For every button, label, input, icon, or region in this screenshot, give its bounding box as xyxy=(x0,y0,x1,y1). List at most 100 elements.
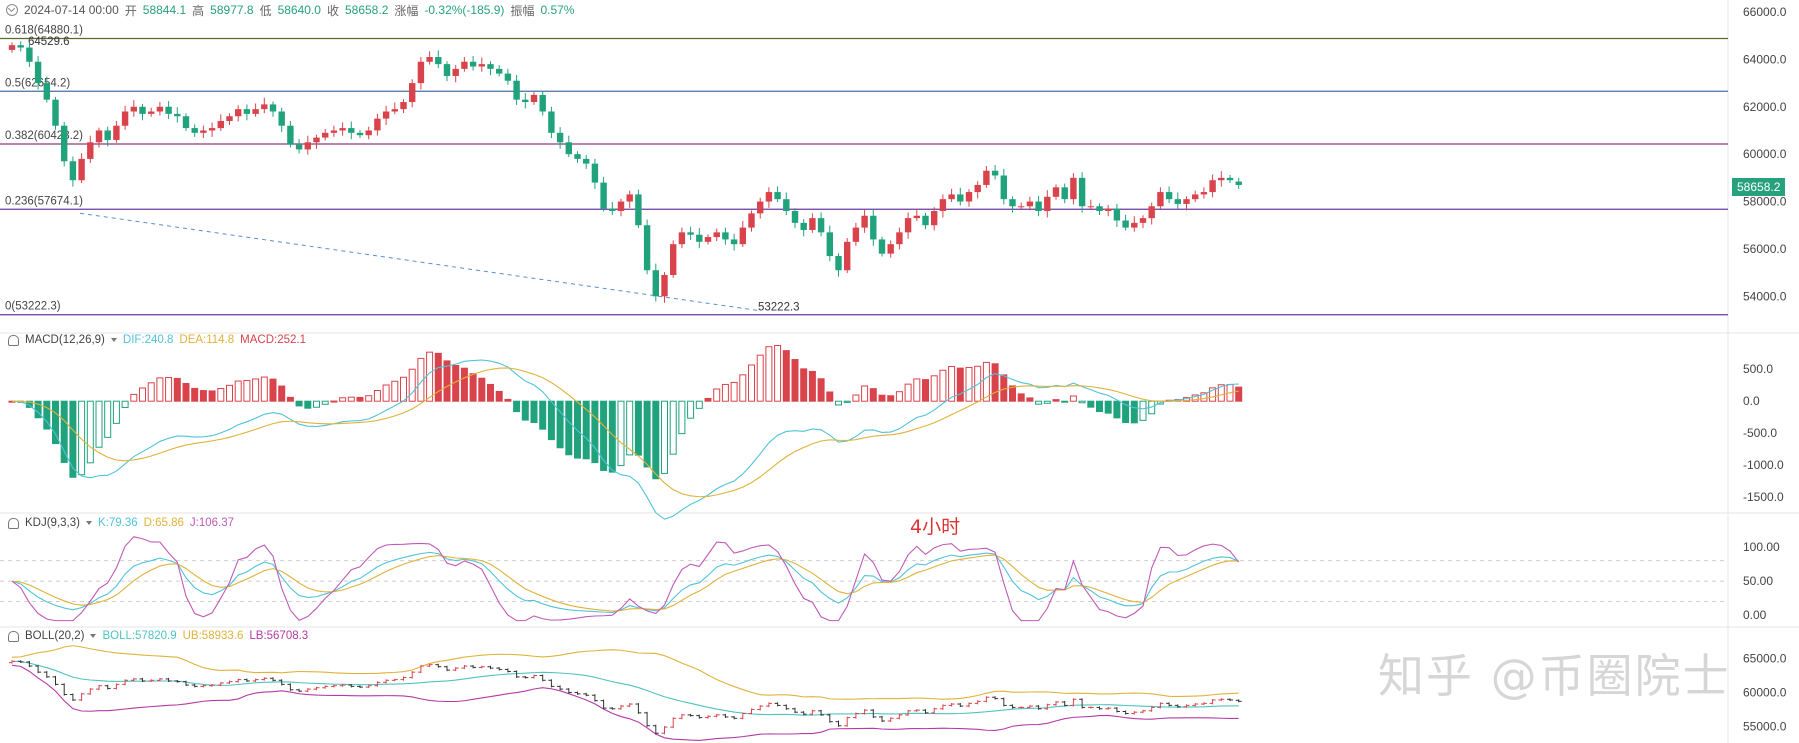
candle-body xyxy=(530,94,538,103)
kdj-j-line xyxy=(11,536,1240,622)
macd-bar xyxy=(730,381,738,402)
candle-body xyxy=(165,106,172,114)
candle-body xyxy=(617,201,625,212)
candle-body xyxy=(852,227,860,242)
macd-bar xyxy=(591,400,599,464)
macd-bar xyxy=(904,383,912,402)
kdj-y-tick: 100.00 xyxy=(1743,540,1780,554)
candle-body xyxy=(443,64,451,76)
candle-body xyxy=(939,199,947,212)
boll-name: BOLL(20,2) xyxy=(25,630,85,642)
macd-bar xyxy=(95,400,103,448)
boll-legend[interactable]: BOLL(20,2) BOLL:57820.9 UB:58933.6 LB:56… xyxy=(8,630,308,642)
macd-bar xyxy=(878,394,886,402)
candle-body xyxy=(765,192,773,202)
candle-body xyxy=(835,256,842,271)
candle-body xyxy=(243,109,251,114)
macd-bar xyxy=(1191,394,1199,402)
macd-bar xyxy=(365,395,373,402)
dropdown-icon[interactable] xyxy=(90,634,97,638)
high-value: 58977.8 xyxy=(210,3,254,17)
macd-bar xyxy=(208,390,216,402)
boll-lb-line xyxy=(11,664,1239,741)
candle-body xyxy=(121,111,129,126)
macd-bar xyxy=(1209,387,1217,402)
candle-body xyxy=(61,125,68,162)
candle-body xyxy=(1096,206,1103,212)
candle-body xyxy=(548,111,555,133)
macd-hist: MACD:252.1 xyxy=(240,334,306,346)
candle-body xyxy=(191,128,198,133)
macd-bar xyxy=(582,400,590,460)
close-label: 收 xyxy=(326,3,339,18)
candle-body xyxy=(913,215,920,219)
macd-bar xyxy=(895,391,903,402)
y-tick-label: 64000.0 xyxy=(1743,52,1787,66)
macd-legend[interactable]: MACD(12,26,9) DIF:240.8 DEA:114.8 MACD:2… xyxy=(8,334,306,346)
macd-bar xyxy=(835,400,842,406)
candle-body xyxy=(113,125,120,140)
candle-body xyxy=(200,130,207,133)
macd-bar xyxy=(182,382,190,402)
macd-bar xyxy=(617,400,625,467)
candle-body xyxy=(1174,199,1181,204)
dropdown-icon[interactable] xyxy=(85,521,92,525)
candle-body xyxy=(1087,206,1094,208)
y-tick-label: 54000.0 xyxy=(1743,289,1787,303)
macd-bar xyxy=(521,400,529,421)
y-tick-label: 62000.0 xyxy=(1743,100,1787,114)
candle-body xyxy=(182,116,190,129)
candle-body xyxy=(583,158,590,164)
candle-body xyxy=(687,232,694,235)
macd-bar xyxy=(469,373,477,402)
kdj-y-tick: 50.00 xyxy=(1743,574,1773,588)
macd-dea-line xyxy=(11,367,1239,498)
candle-body xyxy=(539,94,546,112)
candle-body xyxy=(156,106,164,112)
close-value: 58658.2 xyxy=(344,3,389,17)
macd-bar xyxy=(713,388,721,402)
macd-bar xyxy=(869,388,877,402)
candle-body xyxy=(1209,180,1216,193)
candle-body xyxy=(148,111,155,114)
kdj-legend[interactable]: KDJ(9,3,3) K:79.36 D:65.86 J:106.37 xyxy=(8,517,234,529)
macd-bar xyxy=(156,377,164,402)
candle-body xyxy=(1235,181,1242,185)
candle-body xyxy=(1148,206,1155,219)
candle-body xyxy=(1009,199,1016,207)
candle-body xyxy=(1200,192,1208,195)
candle-body xyxy=(1070,177,1077,200)
bell-icon[interactable] xyxy=(8,517,19,529)
candle-body xyxy=(826,232,833,257)
candle-body xyxy=(791,211,799,223)
macd-bar xyxy=(78,400,86,476)
candle-body xyxy=(800,222,807,230)
candle-body xyxy=(1165,192,1173,200)
dropdown-icon[interactable] xyxy=(110,338,117,342)
collapse-icon[interactable] xyxy=(6,4,18,16)
candle-body xyxy=(1122,220,1129,228)
bell-icon[interactable] xyxy=(8,630,19,642)
macd-bar xyxy=(661,400,668,474)
macd-bar xyxy=(634,400,642,456)
candle-body xyxy=(287,125,294,145)
candle-body xyxy=(643,225,651,271)
macd-bar xyxy=(982,361,990,402)
macd-bar xyxy=(278,385,286,402)
macd-bar xyxy=(408,368,416,402)
candle-body xyxy=(409,83,416,103)
candle-body xyxy=(1061,187,1068,200)
macd-bar xyxy=(643,400,651,468)
candle-body xyxy=(365,130,372,136)
candle-body xyxy=(878,239,886,254)
boll-mid-line xyxy=(11,660,1239,716)
fib-label: 0.618(64880.1) xyxy=(5,25,83,37)
candle-body xyxy=(1226,177,1234,181)
macd-bar xyxy=(956,367,964,402)
candle-body xyxy=(896,232,903,245)
bell-icon[interactable] xyxy=(8,334,19,346)
macd-bar xyxy=(948,365,956,402)
macd-bar xyxy=(1113,400,1121,419)
candle-body xyxy=(34,61,42,84)
